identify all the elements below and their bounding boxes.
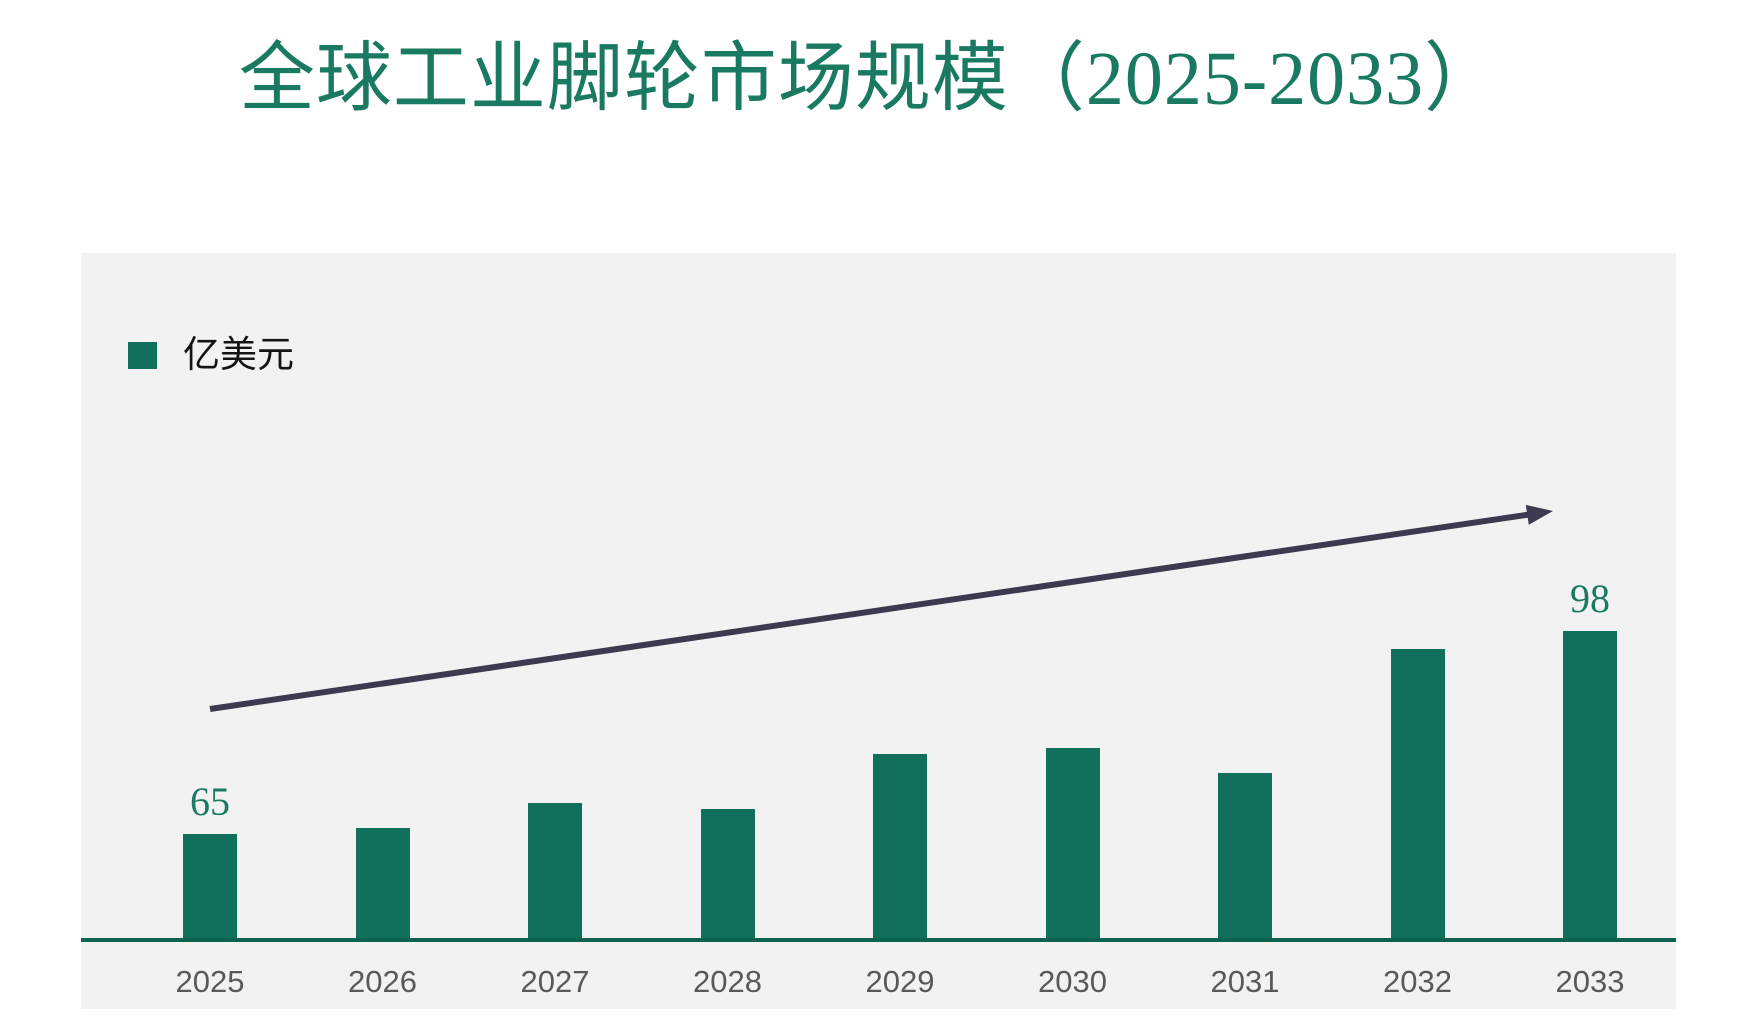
legend-label: 亿美元 [183,335,294,376]
bar-2028 [700,809,755,938]
x-tick-2032: 2032 [1383,964,1452,999]
x-tick-2025: 2025 [175,964,245,999]
x-tick-2028: 2028 [693,964,762,999]
x-tick-2029: 2029 [865,964,935,999]
bar-2027 [528,803,582,938]
chart-title: 全球工业脚轮市场规模（2025-2033） [238,37,1502,121]
bar-2025 [183,834,237,938]
bar-2026 [355,828,410,938]
bar-2030 [1045,748,1100,938]
bar-2029 [873,754,927,938]
bar-2032 [1390,649,1445,938]
x-tick-2033: 2033 [1555,964,1625,999]
x-tick-2027: 2027 [520,964,590,999]
data-label-2033: 98 [1570,576,1610,621]
x-tick-2030: 2030 [1038,964,1107,999]
bar-2033 [1563,631,1617,938]
data-label-2025: 65 [190,779,230,824]
x-tick-2026: 2026 [348,964,417,999]
legend: 亿美元 [128,337,294,374]
x-axis-line [81,938,1676,942]
x-tick-2031: 2031 [1210,964,1280,999]
bar-2031 [1218,773,1272,938]
chart-panel: 亿美元 65 98 2025 2026 2027 2028 2029 2030 2031 203… [81,253,1676,1009]
legend-swatch-icon [128,342,157,369]
